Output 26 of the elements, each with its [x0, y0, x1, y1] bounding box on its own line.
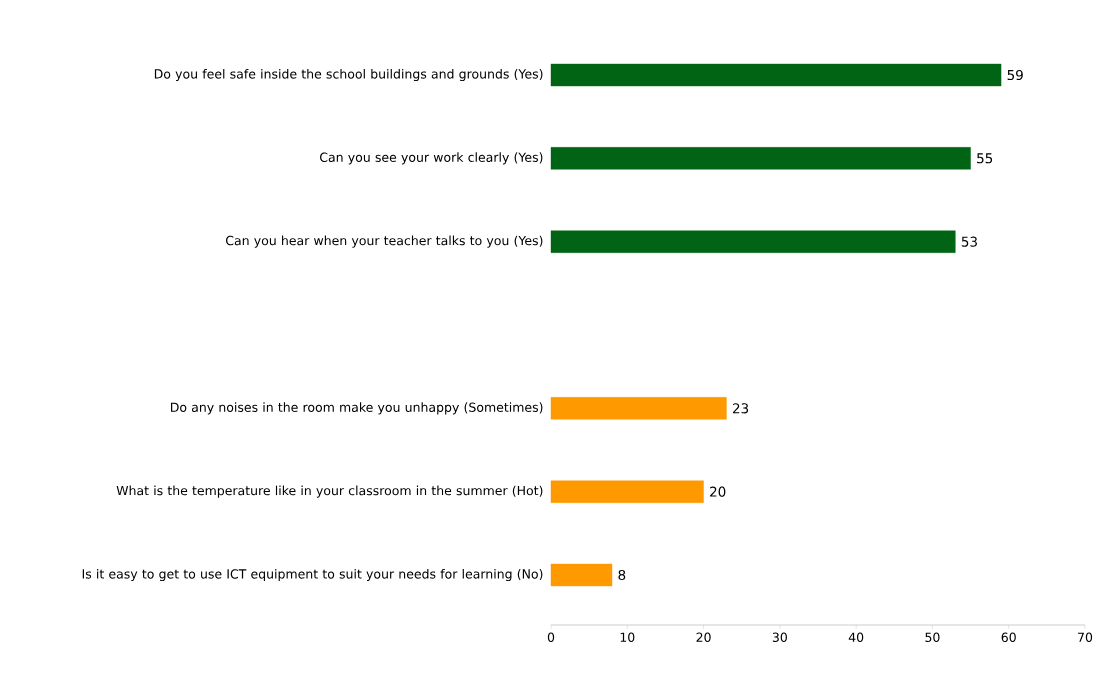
x-tick-label: 70	[1078, 632, 1093, 642]
y-tick-label: Can you see your work clearly (Yes)	[320, 152, 543, 165]
data-label: 23	[732, 403, 749, 414]
x-tick-label: 50	[925, 632, 940, 642]
data-label: 55	[977, 153, 993, 164]
bar	[550, 397, 727, 420]
x-tick-label: 40	[848, 632, 864, 642]
data-label: 53	[961, 236, 977, 247]
bar	[550, 563, 613, 587]
bar	[550, 63, 1002, 87]
bar	[550, 480, 704, 503]
x-tick-label: 60	[1001, 632, 1016, 642]
x-tick-label: 0	[547, 632, 555, 642]
y-tick-label: Do you feel safe inside the school buildings and grounds (Yes)	[154, 68, 543, 82]
x-tick-label: 20	[696, 632, 711, 642]
data-label: 8	[618, 569, 626, 581]
bar	[550, 230, 956, 253]
bar	[550, 147, 971, 170]
y-tick-label: Is it easy to get to use ICT equipment to suit your needs for learning (No)	[82, 568, 543, 582]
data-label: 20	[710, 486, 726, 497]
y-tick-label: What is the temperature like in your classroom in the summer (Hot)	[116, 485, 543, 498]
y-tick-label: Can you hear when your teacher talks to you (Yes)	[226, 235, 543, 248]
data-label: 59	[1007, 69, 1023, 81]
x-tick-label: 10	[620, 632, 635, 642]
x-tick-label: 30	[772, 632, 787, 642]
y-tick-label: Do any noises in the room make you unhappy (Sometimes)	[170, 402, 543, 415]
